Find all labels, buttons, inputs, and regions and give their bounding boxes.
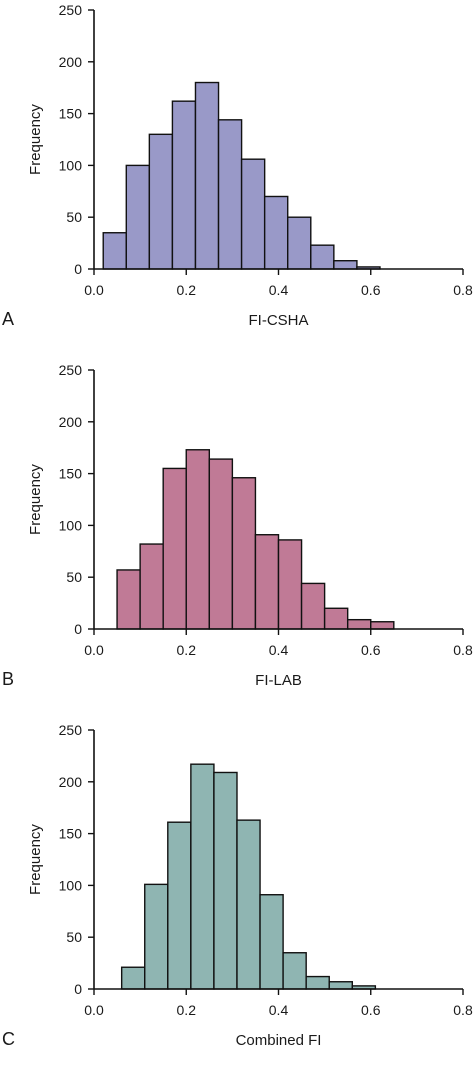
y-tick-label: 150 (59, 826, 83, 842)
histogram-b-bar (323, 607, 349, 630)
histogram-b-bar (185, 449, 211, 630)
x-axis-label: FI-LAB (255, 672, 302, 689)
histogram-c-bar (120, 966, 146, 990)
histogram-a-bar (102, 232, 127, 270)
y-tick-label: 0 (74, 261, 82, 277)
histogram-c-bar (259, 894, 284, 990)
y-tick-label: 250 (59, 2, 83, 18)
histogram-c-bar (167, 821, 192, 990)
x-tick-label: 0.2 (177, 642, 197, 658)
x-axis-label: FI-CSHA (249, 312, 309, 329)
histogram-panel-c: 0 50 100 150 200 250 0.0 0.2 0.4 0.6 0.8 Frequency C… (0, 720, 476, 1069)
histogram-a-svg: 0 50 100 150 200 250 0.0 0.2 0.4 0.6 0.8 Frequency F… (2, 2, 473, 329)
histogram-c-bar (328, 981, 353, 990)
x-tick-label: 0.6 (361, 1002, 381, 1018)
histogram-a-bar (240, 158, 266, 270)
x-tick-label: 0.6 (361, 282, 381, 298)
histogram-b-bar (231, 477, 257, 630)
y-tick-label: 150 (59, 466, 83, 482)
histogram-b-bar (277, 539, 303, 630)
histogram-c-bar (282, 952, 307, 990)
x-tick-label: 0.4 (269, 1002, 289, 1018)
histogram-a-bar (125, 164, 151, 270)
histogram-c-bar (144, 883, 169, 990)
y-tick-label: 0 (74, 621, 82, 637)
x-tick-label: 0.6 (361, 642, 381, 658)
histogram-a-bar (148, 133, 174, 270)
y-tick-label: 50 (66, 209, 82, 225)
x-tick-label: 0.0 (84, 282, 104, 298)
histogram-c-svg: 0 50 100 150 200 250 0.0 0.2 0.4 0.6 0.8 Frequency C… (2, 722, 473, 1049)
panel-letter: B (2, 669, 14, 689)
y-tick-label: 250 (59, 722, 83, 738)
x-tick-label: 0.0 (84, 642, 104, 658)
histogram-b-bar (300, 582, 326, 630)
y-tick-label: 100 (59, 157, 83, 173)
histogram-a-bar (194, 81, 220, 270)
histogram-a-bar (333, 260, 358, 270)
x-tick-label: 0.8 (453, 1002, 473, 1018)
x-tick-label: 0.2 (177, 1002, 197, 1018)
y-tick-label: 100 (59, 877, 83, 893)
y-tick-label: 200 (59, 414, 83, 430)
histogram-b-bar (370, 621, 395, 630)
y-axis-label: Frequency (27, 464, 44, 535)
x-tick-label: 0.2 (177, 282, 197, 298)
y-tick-label: 0 (74, 981, 82, 997)
y-tick-label: 150 (59, 106, 83, 122)
histogram-b-bar (346, 618, 372, 630)
x-tick-label: 0.8 (453, 282, 473, 298)
histogram-a-bar (263, 195, 289, 270)
y-axis-label: Frequency (27, 104, 44, 175)
y-tick-label: 200 (59, 54, 83, 70)
histogram-b-svg: 0 50 100 150 200 250 0.0 0.2 0.4 0.6 0.8 Frequency F… (2, 362, 473, 689)
x-tick-label: 0.4 (269, 642, 289, 658)
histogram-b-bar (254, 534, 280, 630)
x-axis-label: Combined FI (236, 1032, 322, 1049)
histogram-c-bar (213, 771, 238, 990)
x-tick-label: 0.0 (84, 1002, 104, 1018)
histogram-a-bar (171, 100, 197, 270)
histogram-c-bar (236, 819, 261, 990)
histogram-c-bar (305, 975, 330, 990)
y-tick-label: 250 (59, 362, 83, 378)
histogram-b-bar (139, 543, 164, 630)
histogram-a-bar (217, 119, 243, 270)
panel-letter: A (2, 309, 14, 329)
y-tick-label: 50 (66, 569, 82, 585)
y-axis-label: Frequency (27, 824, 44, 895)
histogram-panel-a: 0 50 100 150 200 250 0.0 0.2 0.4 0.6 0.8 Frequency F… (0, 0, 476, 349)
histogram-panel-b: 0 50 100 150 200 250 0.0 0.2 0.4 0.6 0.8 Frequency F… (0, 360, 476, 709)
histogram-b-bar (116, 569, 141, 630)
histogram-a-bar (310, 244, 335, 270)
x-tick-label: 0.4 (269, 282, 289, 298)
x-tick-label: 0.8 (453, 642, 473, 658)
y-tick-label: 200 (59, 774, 83, 790)
histogram-c-bar (190, 763, 215, 990)
y-tick-label: 50 (66, 929, 82, 945)
y-tick-label: 100 (59, 517, 83, 533)
histogram-b-bar (208, 458, 234, 630)
histogram-a-bar (287, 216, 312, 270)
histogram-b-bar (162, 467, 187, 630)
panel-letter: C (2, 1029, 15, 1049)
